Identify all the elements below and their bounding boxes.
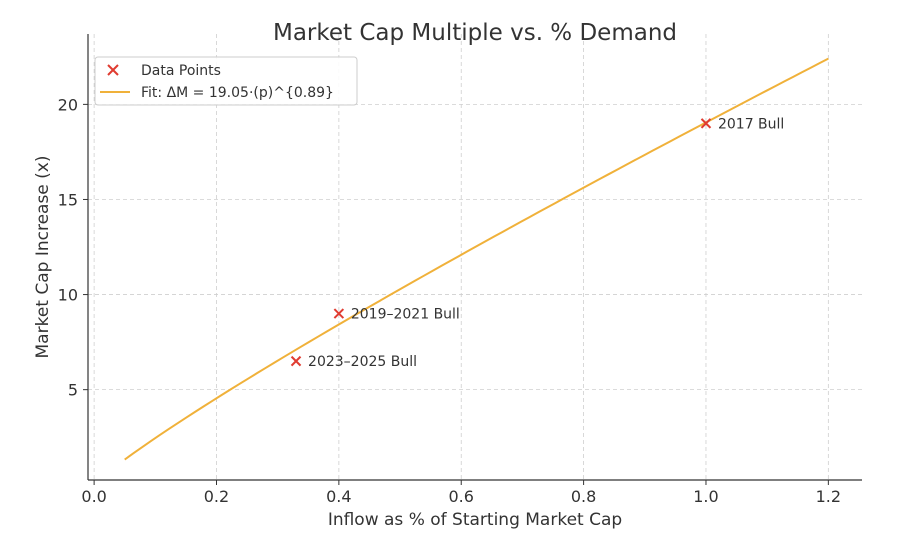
x-tick-label: 0.4 <box>326 487 351 506</box>
x-tick-label: 0.8 <box>571 487 596 506</box>
y-axis-label: Market Cap Increase (x) <box>33 156 53 359</box>
x-tick-label: 0.2 <box>204 487 229 506</box>
data-point <box>700 118 712 129</box>
data-point-label: 2023–2025 Bull <box>308 354 417 370</box>
y-tick-label: 10 <box>58 286 78 305</box>
axis-ticks: 0.0 0.2 0.4 0.6 0.8 1.0 1.2 5 10 15 20 <box>58 95 841 506</box>
x-axis-label: Inflow as % of Starting Market Cap <box>328 510 622 530</box>
legend-label-data-points: Data Points <box>141 63 221 79</box>
legend-label-fit: Fit: ΔM = 19.05·(p)^{0.89} <box>141 85 334 101</box>
legend-frame <box>94 56 358 106</box>
data-point <box>333 308 345 319</box>
x-tick-label: 0.6 <box>449 487 474 506</box>
y-tick-label: 5 <box>68 381 78 400</box>
x-tick-label: 1.2 <box>816 487 841 506</box>
data-point-label: 2019–2021 Bull <box>351 307 460 323</box>
plot-area: 2017 Bull 2019–2021 Bull 2023–2025 Bull <box>124 57 829 461</box>
legend: Data Points Fit: ΔM = 19.05·(p)^{0.89} <box>94 56 358 106</box>
chart-title: Market Cap Multiple vs. % Demand <box>273 20 677 46</box>
fit-line <box>124 57 829 461</box>
y-tick-label: 15 <box>58 190 78 209</box>
legend-marker-data-points <box>107 64 119 76</box>
y-tick-label: 20 <box>58 95 78 114</box>
data-point <box>290 355 302 367</box>
data-point-label: 2017 Bull <box>718 116 784 132</box>
x-tick-label: 0.0 <box>81 487 106 506</box>
x-tick-label: 1.0 <box>693 487 718 506</box>
